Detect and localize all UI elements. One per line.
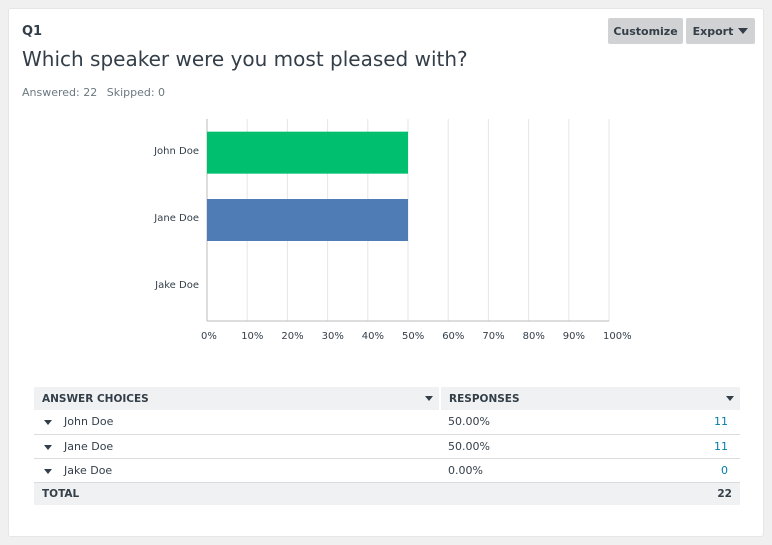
x-tick-label: 50% bbox=[402, 331, 425, 342]
total-count: 22 bbox=[629, 482, 740, 505]
total-label: TOTAL bbox=[34, 482, 440, 505]
expand-caret-icon[interactable] bbox=[44, 468, 52, 474]
answer-choices-header[interactable]: ANSWER CHOICES bbox=[34, 387, 441, 410]
x-tick-label: 40% bbox=[361, 331, 385, 342]
customize-label: Customize bbox=[613, 24, 678, 38]
x-tick-label: 20% bbox=[281, 331, 304, 342]
responses-header-label: RESPONSES bbox=[449, 392, 520, 405]
question-number: Q1 bbox=[22, 24, 43, 39]
table-row: John Doe 50.00% 11 bbox=[34, 410, 740, 435]
responses-header[interactable]: RESPONSES bbox=[440, 387, 740, 410]
category-label: John Doe bbox=[154, 145, 199, 157]
choice-cell[interactable]: Jake Doe bbox=[34, 458, 440, 483]
table-header-row: ANSWER CHOICES RESPONSES bbox=[34, 387, 740, 410]
x-tick-label: 60% bbox=[442, 331, 465, 342]
sort-caret-icon bbox=[726, 396, 734, 401]
count-link[interactable]: 11 bbox=[629, 410, 740, 435]
export-label: Export bbox=[692, 24, 734, 38]
count-link[interactable]: 11 bbox=[629, 434, 740, 459]
x-tick-label: 100% bbox=[603, 331, 632, 342]
x-tick-label: 90% bbox=[562, 331, 586, 342]
customize-button[interactable]: Customize bbox=[608, 18, 683, 44]
choice-label: Jane Doe bbox=[64, 439, 114, 453]
chevron-down-icon bbox=[738, 28, 749, 34]
table-row: Jane Doe 50.00% 11 bbox=[34, 434, 740, 459]
bar[interactable] bbox=[207, 131, 408, 174]
table-row: Jake Doe 0.00% 0 bbox=[34, 458, 740, 483]
choice-label: John Doe bbox=[64, 415, 114, 429]
x-tick-label: 30% bbox=[321, 331, 344, 342]
export-button[interactable]: Export bbox=[686, 18, 755, 44]
sort-caret-icon bbox=[425, 396, 433, 401]
bar-chart: 0% 10% 20% 30% 40% 50% 60% 70% 80% 90% 100% John Do… bbox=[9, 9, 765, 369]
x-tick-label: 10% bbox=[241, 331, 264, 342]
percent-cell: 50.00% bbox=[440, 410, 630, 435]
question-card: Q1 Which speaker were you most pleased w… bbox=[8, 8, 764, 537]
question-title: Which speaker were you most pleased with… bbox=[22, 47, 468, 71]
total-spacer bbox=[440, 482, 630, 505]
response-stats: Answered: 22 Skipped: 0 bbox=[22, 86, 165, 99]
expand-caret-icon[interactable] bbox=[44, 420, 52, 425]
total-row: TOTAL 22 bbox=[34, 482, 740, 505]
percent-cell: 50.00% bbox=[440, 434, 630, 459]
category-label: Jane Doe bbox=[154, 213, 199, 224]
x-tick-label: 0% bbox=[201, 331, 217, 342]
choice-cell[interactable]: John Doe bbox=[34, 410, 440, 435]
responses-table: ANSWER CHOICES RESPONSES John Doe 50.00%… bbox=[34, 387, 740, 505]
answer-choices-header-label: ANSWER CHOICES bbox=[42, 392, 149, 405]
count-link[interactable]: 0 bbox=[629, 458, 740, 483]
category-label: Jake Doe bbox=[155, 280, 199, 292]
choice-label: Jake Doe bbox=[64, 463, 113, 477]
skipped-count: Skipped: 0 bbox=[106, 86, 166, 99]
percent-cell: 0.00% bbox=[440, 458, 630, 483]
expand-caret-icon[interactable] bbox=[44, 444, 52, 450]
answered-count: Answered: 22 bbox=[22, 86, 98, 99]
bar[interactable] bbox=[207, 199, 408, 241]
chart-canvas bbox=[206, 119, 610, 322]
x-tick-label: 80% bbox=[522, 331, 545, 342]
x-tick-label: 70% bbox=[482, 331, 505, 342]
choice-cell[interactable]: Jane Doe bbox=[34, 434, 440, 459]
